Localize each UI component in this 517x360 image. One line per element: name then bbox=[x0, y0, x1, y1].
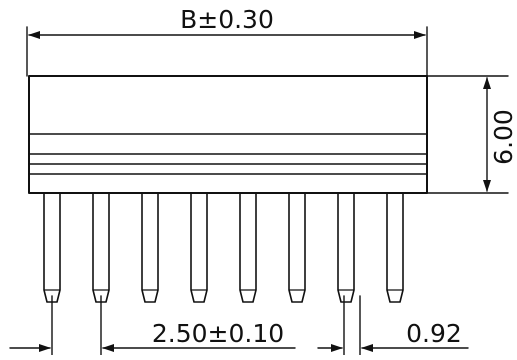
height-label: 6.00 bbox=[489, 109, 517, 165]
pitch-dimension: 2.50±0.10 bbox=[9, 295, 296, 356]
pin-width-dimension: 0.92 bbox=[317, 295, 469, 356]
pin bbox=[190, 192, 208, 303]
overall-length-label: B±0.30 bbox=[180, 5, 274, 34]
pin bbox=[337, 192, 355, 303]
pitch-label: 2.50±0.10 bbox=[152, 319, 284, 348]
pin bbox=[43, 192, 61, 303]
pin bbox=[141, 192, 159, 303]
pin-width-label: 0.92 bbox=[406, 319, 462, 348]
pin bbox=[92, 192, 110, 303]
pin bbox=[386, 192, 404, 303]
height-dimension: 6.00 bbox=[426, 75, 517, 194]
connector-housing bbox=[28, 75, 428, 194]
pin bbox=[239, 192, 257, 303]
overall-length-dimension: B±0.30 bbox=[26, 5, 428, 77]
pin-row bbox=[43, 192, 404, 303]
pin bbox=[288, 192, 306, 303]
